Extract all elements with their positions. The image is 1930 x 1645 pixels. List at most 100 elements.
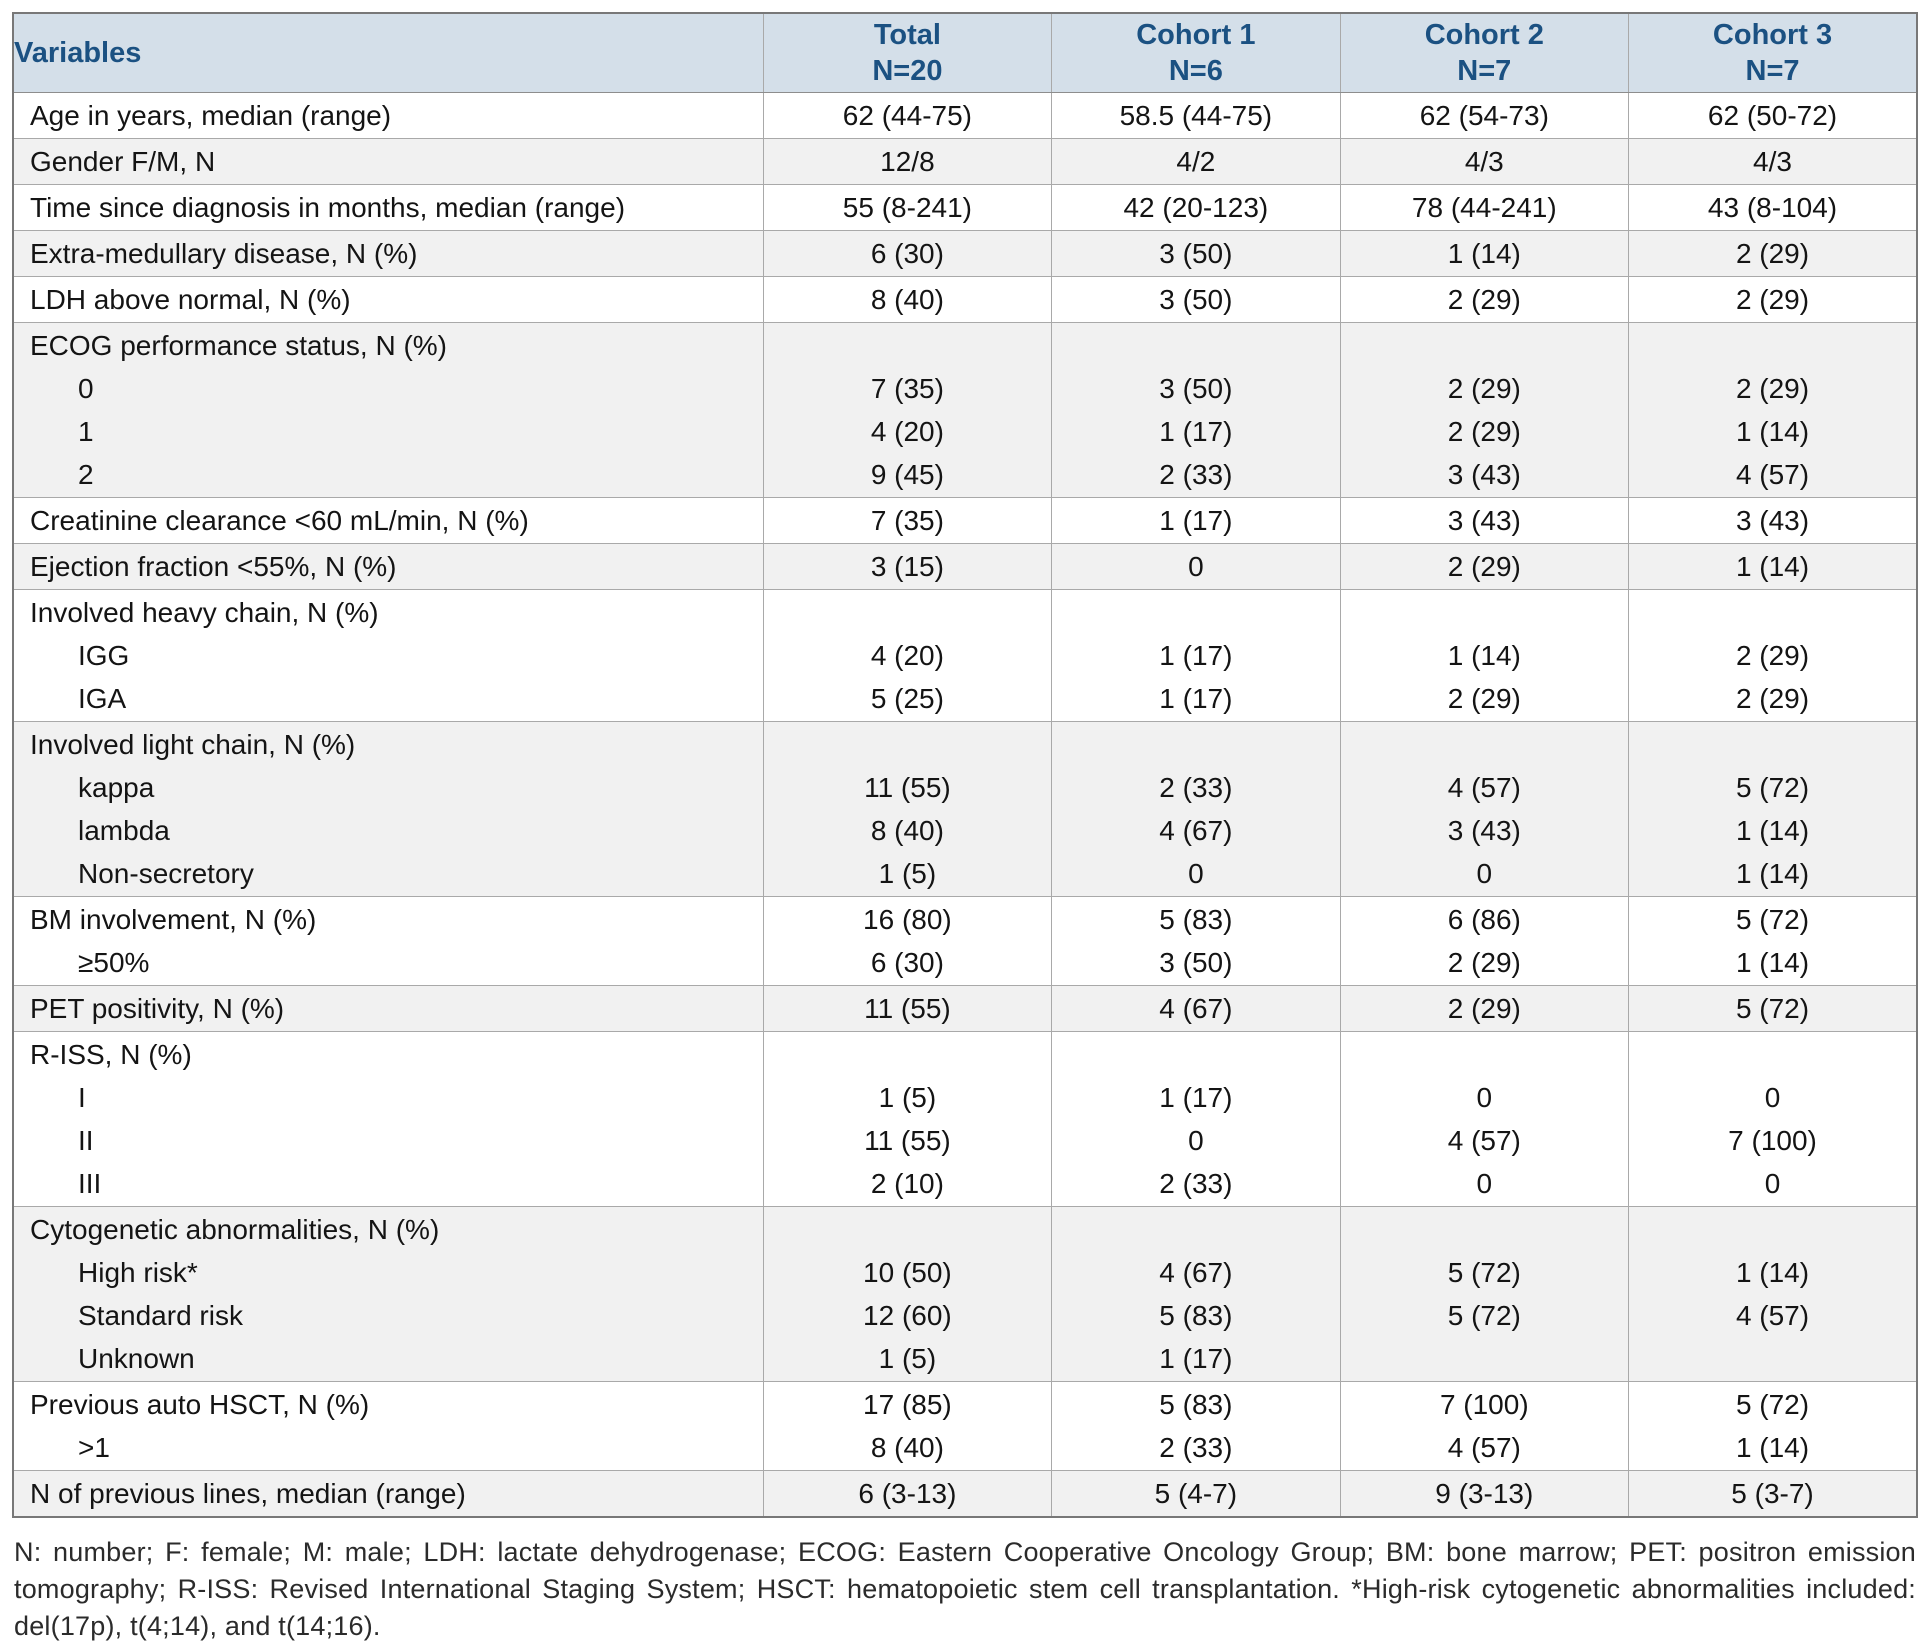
cell-value: 7 (100) <box>1728 1125 1817 1156</box>
row-sublabel: kappa <box>78 772 155 803</box>
cell-value: 2 (29) <box>1735 373 1810 404</box>
cell-value <box>1053 723 1339 766</box>
row-label-cell: R-ISS, N (%) I II III <box>12 1031 764 1207</box>
cell-value: 5 (83) <box>1159 1300 1233 1331</box>
row-label: ECOG performance status, N (%) <box>30 330 448 361</box>
value-cell: 6 (86) 2 (29) <box>1339 896 1630 986</box>
row-label: Cytogenetic abnormalities, N (%) <box>30 1214 440 1245</box>
table-row: PET positivity, N (%) 11 (55) 4 (67) 2 (29)… <box>12 985 1918 1032</box>
cell-value: 5 (72) <box>1735 1389 1810 1420</box>
value-cell: 6 (3-13) <box>762 1470 1053 1518</box>
cell-value <box>1630 1337 1916 1380</box>
cell-value <box>1630 723 1916 766</box>
row-label-cell: Cytogenetic abnormalities, N (%) High ris… <box>12 1206 764 1382</box>
cell-value: 2 (29) <box>1735 683 1810 714</box>
column-n: N=6 <box>1168 55 1223 87</box>
cell-value: 0 <box>1476 1168 1493 1199</box>
value-cell: 12/8 <box>762 138 1053 185</box>
cell-value <box>1341 591 1627 634</box>
cohort-3-column-header: Cohort 3 N=7 <box>1628 12 1918 93</box>
row-label-cell: Extra-medullary disease, N (%) <box>12 230 764 277</box>
table-footnote: N: number; F: female; M: male; LDH: lact… <box>14 1537 1916 1641</box>
value-cell: 11 (55) <box>762 985 1053 1032</box>
row-label-cell: Age in years, median (range) <box>12 92 764 139</box>
value-cell: 11 (55) 8 (40) 1 (5) <box>762 721 1053 897</box>
cell-value: 0 <box>1188 551 1204 582</box>
cell-value: 1 (17) <box>1159 1082 1233 1113</box>
cell-value <box>1341 1208 1627 1251</box>
cell-value: 1 (14) <box>1735 947 1810 978</box>
cell-value <box>764 1208 1050 1251</box>
cell-value: 55 (8-241) <box>842 192 972 223</box>
cell-value: 4 (67) <box>1159 815 1233 846</box>
cell-value: 2 (29) <box>1447 993 1521 1024</box>
patient-characteristics-table: Variables Total N=20 Cohort 1 N=6 Cohort… <box>12 12 1918 1518</box>
cell-value: 1 (14) <box>1447 640 1521 671</box>
header-row: Variables Total N=20 Cohort 1 N=6 Cohort… <box>12 12 1918 93</box>
cell-value: 1 (17) <box>1159 1343 1233 1374</box>
cell-value: 62 (54-73) <box>1419 100 1549 131</box>
cell-value: 1 (14) <box>1735 416 1810 447</box>
cell-value: 4 (57) <box>1735 459 1810 490</box>
cell-value: 0 <box>1476 1082 1493 1113</box>
table-row: Involved light chain, N (%) kappa lambda No… <box>12 721 1918 897</box>
value-cell: 58.5 (44-75) <box>1051 92 1341 139</box>
cell-value: 3 (43) <box>1447 459 1521 490</box>
cell-value: 3 (43) <box>1735 505 1810 536</box>
cell-value: 4/3 <box>1464 146 1504 177</box>
value-cell: 1 (17) 0 2 (33) <box>1051 1031 1341 1207</box>
value-cell: 5 (3-7) <box>1628 1470 1918 1518</box>
value-cell: 4 (20) 5 (25) <box>762 589 1053 722</box>
variables-column-header: Variables <box>12 12 764 93</box>
table-row: Involved heavy chain, N (%) IGG IGA 4 (20) 5… <box>12 589 1918 722</box>
row-label: Previous auto HSCT, N (%) <box>30 1389 370 1420</box>
cell-value: 4 (57) <box>1447 772 1521 803</box>
table-row: Creatinine clearance <60 mL/min, N (%) 7 … <box>12 497 1918 544</box>
row-label-cell: Ejection fraction <55%, N (%) <box>12 543 764 590</box>
cell-value: 6 (3-13) <box>858 1478 957 1509</box>
row-label: N of previous lines, median (range) <box>30 1478 466 1509</box>
cell-value: 3 (43) <box>1447 815 1521 846</box>
cell-value: 8 (40) <box>870 815 944 846</box>
cell-value: 42 (20-123) <box>1123 192 1269 223</box>
row-label-cell: BM involvement, N (%) ≥50% <box>12 896 764 986</box>
cell-value <box>1341 324 1627 367</box>
value-cell: 2 (29) 2 (29) 3 (43) <box>1339 322 1630 498</box>
row-label: Ejection fraction <55%, N (%) <box>30 551 397 582</box>
cell-value: 5 (83) <box>1159 1389 1233 1420</box>
cell-value <box>1053 591 1339 634</box>
cell-value <box>1341 723 1627 766</box>
cell-value <box>1630 1208 1916 1251</box>
cell-value: 4 (57) <box>1447 1125 1521 1156</box>
cell-value: 4 (57) <box>1735 1300 1810 1331</box>
column-title: Total <box>873 19 941 51</box>
value-cell: 4/3 <box>1628 138 1918 185</box>
row-label-cell: Creatinine clearance <60 mL/min, N (%) <box>12 497 764 544</box>
cell-value: 6 (30) <box>870 947 944 978</box>
row-sublabel: 0 <box>78 373 94 404</box>
cell-value: 3 (50) <box>1159 284 1233 315</box>
cell-value: 2 (33) <box>1159 1168 1233 1199</box>
column-title: Cohort 3 <box>1712 19 1833 51</box>
row-label: Involved heavy chain, N (%) <box>30 597 379 628</box>
cell-value: 5 (83) <box>1159 904 1233 935</box>
value-cell: 3 (50) 1 (17) 2 (33) <box>1051 322 1341 498</box>
value-cell: 5 (72) 1 (14) <box>1628 1381 1918 1471</box>
cell-value: 2 (33) <box>1159 772 1233 803</box>
table-row: LDH above normal, N (%) 8 (40) 3 (50) 2 (29… <box>12 276 1918 323</box>
value-cell: 5 (83) 2 (33) <box>1051 1381 1341 1471</box>
cell-value: 1 (5) <box>878 858 937 889</box>
value-cell: 5 (72) 5 (72) <box>1339 1206 1630 1382</box>
cell-value: 1 (14) <box>1735 1257 1810 1288</box>
cell-value: 3 (50) <box>1159 238 1233 269</box>
value-cell: 1 (14) <box>1339 230 1630 277</box>
value-cell: 1 (14) 2 (29) <box>1339 589 1630 722</box>
cell-value: 0 <box>1188 1125 1204 1156</box>
value-cell: 5 (83) 3 (50) <box>1051 896 1341 986</box>
value-cell: 5 (4-7) <box>1051 1470 1341 1518</box>
value-cell: 62 (44-75) <box>762 92 1053 139</box>
cell-value: 2 (29) <box>1447 416 1521 447</box>
row-sublabel: Non-secretory <box>78 858 254 889</box>
cell-value: 11 (55) <box>864 993 951 1024</box>
cell-value: 1 (5) <box>878 1082 937 1113</box>
